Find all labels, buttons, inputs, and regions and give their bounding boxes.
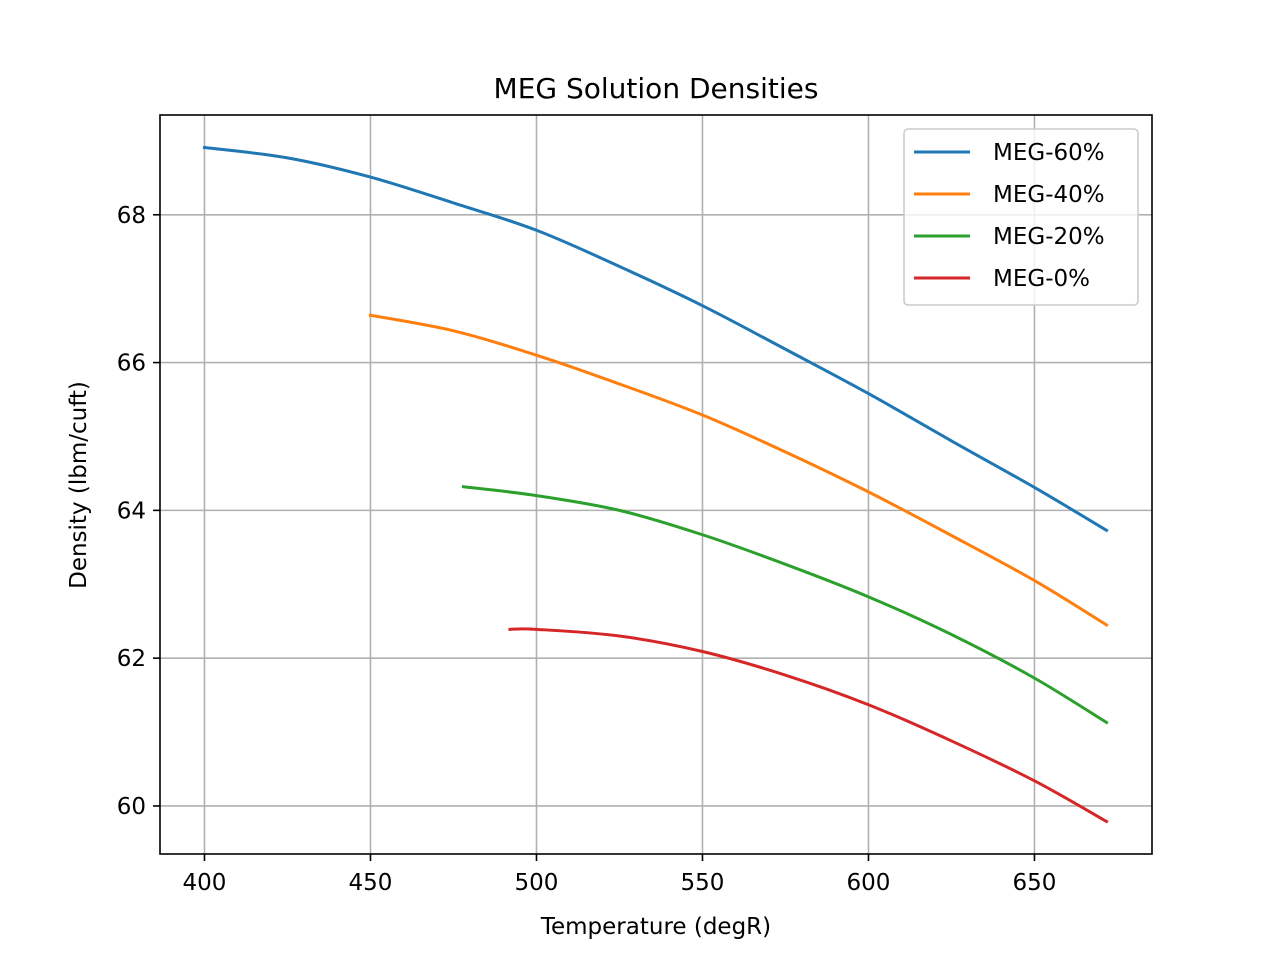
legend-label-meg-0: MEG-0% xyxy=(993,266,1090,292)
y-tick-label: 60 xyxy=(117,794,146,820)
tick-layer: 400 450 500 550 600 650 60 62 64 66 68 xyxy=(117,203,1057,896)
x-tick-label: 650 xyxy=(1013,870,1057,896)
series-line-meg-20 xyxy=(461,485,1109,725)
chart-title: MEG Solution Densities xyxy=(494,72,819,105)
legend-label-meg-60: MEG-60% xyxy=(993,140,1105,166)
y-tick-label: 64 xyxy=(117,498,146,524)
x-tick-label: 600 xyxy=(847,870,891,896)
series-line-meg-60 xyxy=(202,145,1109,533)
legend-frame xyxy=(903,128,1139,306)
x-tick-label: 400 xyxy=(183,870,227,896)
series-layer xyxy=(202,145,1109,824)
y-tick-label: 68 xyxy=(117,203,146,229)
legend: MEG-60% MEG-40% MEG-20% MEG-0% xyxy=(903,128,1139,306)
y-axis-label: Density (lbm/cuft) xyxy=(66,381,92,589)
x-tick-label: 450 xyxy=(349,870,393,896)
y-tick-label: 66 xyxy=(117,351,146,377)
legend-label-meg-40: MEG-40% xyxy=(993,182,1105,208)
series-line-meg-0 xyxy=(508,627,1109,824)
x-axis-label: Temperature (degR) xyxy=(540,914,771,940)
series-line-meg-40 xyxy=(368,313,1109,627)
plot-frame xyxy=(159,114,1153,855)
x-tick-label: 550 xyxy=(681,870,725,896)
x-tick-label: 500 xyxy=(515,870,559,896)
legend-label-meg-20: MEG-20% xyxy=(993,224,1105,250)
y-tick-label: 62 xyxy=(117,646,146,672)
